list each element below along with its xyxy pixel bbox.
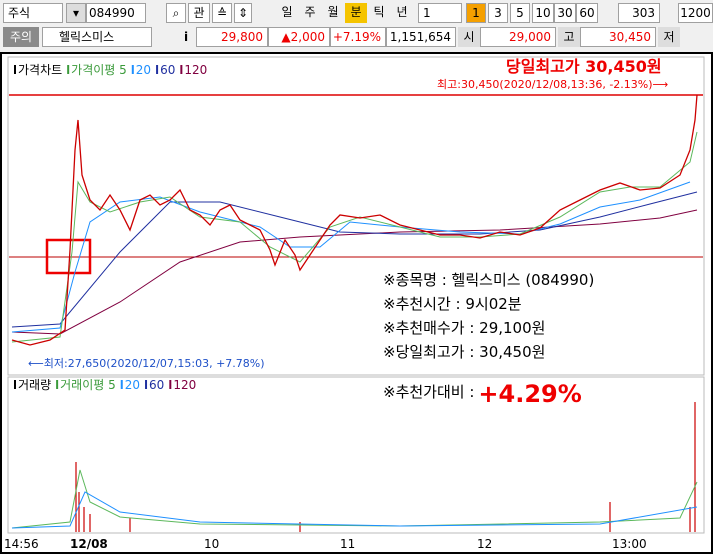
info-line: ※당일최고가 : 30,450원 bbox=[383, 343, 545, 361]
legend-label: 120 bbox=[173, 378, 196, 392]
rate: +7.19% bbox=[330, 27, 386, 47]
x-label: 14:56 bbox=[4, 537, 39, 551]
legend-swatch bbox=[56, 380, 59, 389]
tool-button[interactable]: 관 bbox=[188, 3, 210, 23]
legend-label: 60 bbox=[160, 63, 175, 77]
count-input[interactable]: 1200 bbox=[678, 3, 713, 23]
period-button[interactable]: 월 bbox=[322, 3, 344, 23]
code-input[interactable]: 084990 bbox=[86, 3, 146, 23]
x-label: 12 bbox=[477, 537, 492, 551]
legend-swatch bbox=[131, 65, 134, 74]
period-button[interactable]: 주 bbox=[299, 3, 321, 23]
warning-badge: 주의 bbox=[3, 27, 39, 47]
x-label: 12/08 bbox=[70, 537, 108, 551]
info-line: ※추천매수가 : 29,100원 bbox=[383, 319, 545, 337]
stock-name: 헬릭스미스 bbox=[42, 27, 152, 47]
minute-button[interactable]: 30 bbox=[554, 3, 576, 23]
tool-button[interactable]: ⇕ bbox=[234, 3, 252, 23]
info-line: ※추천시간 : 9시02분 bbox=[383, 295, 522, 313]
open-label: 시 bbox=[458, 27, 480, 47]
legend-label: 거래이평 5 bbox=[60, 378, 116, 392]
tool-button[interactable]: ≙ bbox=[212, 3, 232, 23]
info-icon[interactable]: i bbox=[184, 30, 189, 44]
legend-swatch bbox=[67, 65, 70, 74]
market-select[interactable]: 주식 bbox=[3, 3, 63, 23]
minute-button[interactable]: 10 bbox=[532, 3, 554, 23]
chart: 당일최고가 30,450원 최고:30,450(2020/12/08,13:36… bbox=[0, 52, 713, 554]
legend-swatch bbox=[180, 65, 183, 74]
open: 29,000 bbox=[480, 27, 556, 47]
search-button[interactable]: ⌕ bbox=[166, 3, 186, 23]
high: 30,450 bbox=[580, 27, 656, 47]
legend-swatch bbox=[14, 65, 16, 74]
legend-swatch bbox=[156, 65, 159, 74]
minute-button[interactable]: 60 bbox=[576, 3, 598, 23]
x-label: 10 bbox=[204, 537, 219, 551]
info-line: ※종목명 : 헬릭스미스 (084990) bbox=[383, 271, 594, 289]
low-note: ⟵최저:27,650(2020/12/07,15:03, +7.78%) bbox=[28, 357, 265, 370]
gain: +4.29% bbox=[478, 380, 581, 408]
period-button[interactable]: 일 bbox=[276, 3, 298, 23]
period-button[interactable]: 틱 bbox=[368, 3, 390, 23]
minute-button[interactable]: 1 bbox=[466, 3, 486, 23]
change: ▲2,000 bbox=[268, 27, 330, 47]
legend-swatch bbox=[120, 380, 123, 389]
legend-swatch bbox=[145, 380, 148, 389]
high-note: 최고:30,450(2020/12/08,13:36, -2.13%)⟶ bbox=[437, 78, 669, 91]
volume: 1,151,654 bbox=[386, 27, 456, 47]
legend-label: 20 bbox=[125, 378, 140, 392]
legend-label: 60 bbox=[149, 378, 164, 392]
legend-label: 가격차트 bbox=[18, 63, 62, 77]
legend-label: 20 bbox=[136, 63, 151, 77]
high-label: 고 bbox=[558, 27, 580, 47]
period-button[interactable]: 분 bbox=[345, 3, 367, 23]
low-label: 저 bbox=[658, 27, 680, 47]
info-line: ※추천가대비 : bbox=[383, 383, 474, 401]
count-input[interactable]: 303 bbox=[618, 3, 660, 23]
minute-button[interactable]: 3 bbox=[488, 3, 508, 23]
x-label: 13:00 bbox=[612, 537, 647, 551]
legend-label: 가격이평 5 bbox=[71, 63, 127, 77]
legend-label: 거래량 bbox=[18, 378, 51, 392]
legend-swatch bbox=[14, 380, 16, 389]
legend-label: 120 bbox=[184, 63, 207, 77]
high-headline: 당일최고가 30,450원 bbox=[506, 57, 662, 76]
x-label: 11 bbox=[340, 537, 355, 551]
period-button[interactable]: 년 bbox=[391, 3, 413, 23]
interval-select[interactable]: 1 bbox=[418, 3, 462, 23]
legend-swatch bbox=[169, 380, 172, 389]
price: 29,800 bbox=[196, 27, 268, 47]
minute-button[interactable]: 5 bbox=[510, 3, 530, 23]
